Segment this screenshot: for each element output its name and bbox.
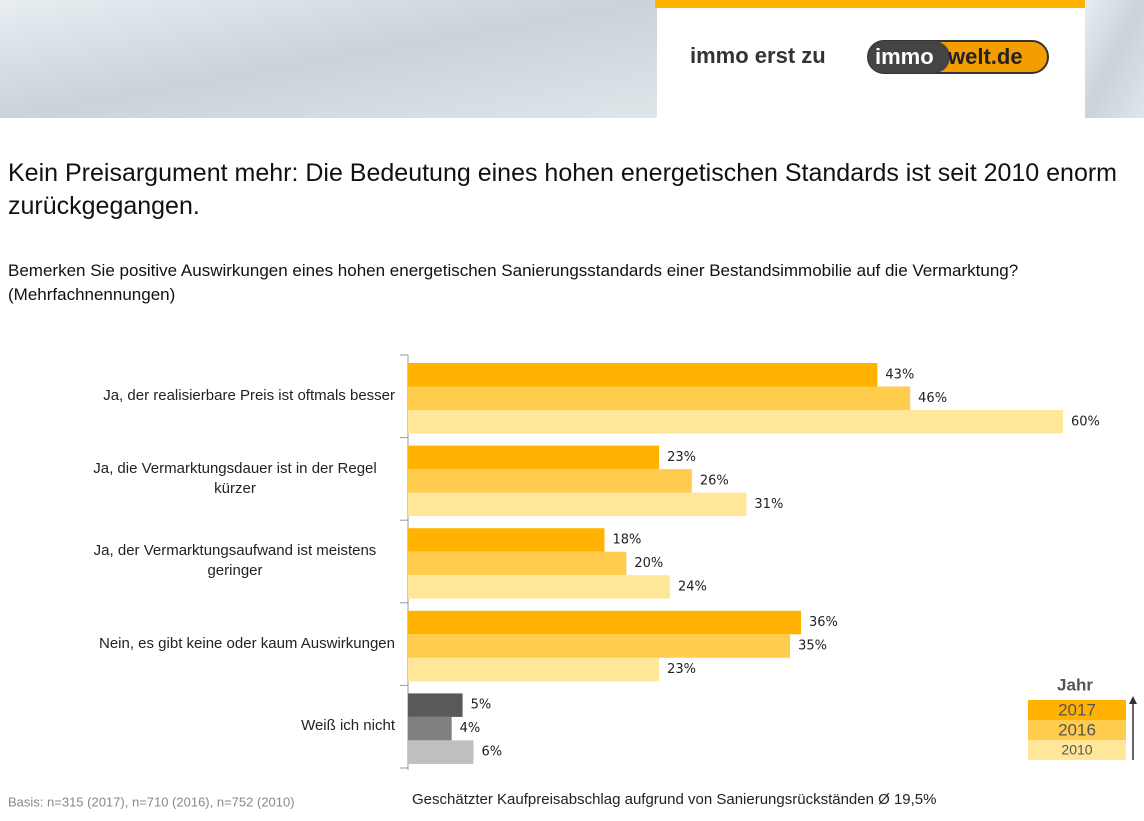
- header-image: [0, 0, 657, 118]
- bar: [408, 528, 605, 552]
- bar: [408, 445, 660, 470]
- bar: [408, 469, 692, 493]
- category-label: Weiß ich nicht: [301, 685, 395, 767]
- footnote: Basis: n=315 (2017), n=710 (2016), n=752…: [8, 794, 295, 809]
- bar: [408, 386, 911, 410]
- value-label: 4%: [460, 721, 481, 736]
- bar: [408, 492, 747, 517]
- category-label: Ja, die Vermarktungsdauer ist in der Reg…: [75, 438, 395, 520]
- category-label: Ja, der Vermarktungsaufwand ist meistens…: [75, 520, 395, 602]
- bar: [408, 716, 452, 741]
- category-text: Ja, der realisierbare Preis ist oftmals …: [103, 387, 395, 404]
- category-text: Ja, die Vermarktungsdauer ist in der Reg…: [93, 459, 377, 497]
- logo: immo: [875, 44, 934, 69]
- logo: welt.de: [947, 44, 1023, 69]
- header-bar: [655, 0, 1085, 8]
- category-label: Ja, der realisierbare Preis ist oftmals …: [103, 355, 395, 437]
- chart-subtitle: Bemerken Sie positive Auswirkungen eines…: [8, 261, 1019, 304]
- annotation: Geschätzter Kaufpreisabschlag aufgrund v…: [412, 791, 937, 808]
- bar: [408, 634, 791, 658]
- legend-arrow: [1129, 696, 1137, 704]
- value-label: 31%: [754, 497, 783, 512]
- bar: [408, 575, 670, 599]
- logo-pill: [868, 41, 950, 73]
- value-label: 23%: [667, 450, 696, 465]
- bar: [408, 610, 801, 635]
- bar: [408, 551, 627, 576]
- bar: [408, 363, 878, 387]
- value-label: 35%: [798, 639, 827, 654]
- bar: [408, 693, 463, 717]
- value-label: 26%: [700, 473, 729, 488]
- legend-label: 2016: [1058, 720, 1096, 739]
- value-label: 46%: [918, 391, 947, 406]
- category-label: Nein, es gibt keine oder kaum Auswirkung…: [99, 603, 395, 685]
- legend-swatch: [1028, 740, 1126, 760]
- value-label: 20%: [634, 556, 663, 571]
- legend-swatch: [1028, 720, 1126, 740]
- value-label: 23%: [667, 662, 696, 677]
- category-text: Ja, der Vermarktungsaufwand ist meistens…: [93, 542, 377, 580]
- value-label: 24%: [678, 579, 707, 594]
- legend-label: 2010: [1061, 742, 1092, 758]
- legend-label: 2017: [1058, 700, 1096, 719]
- slogan: immo erst zu: [690, 43, 826, 68]
- value-label: 5%: [471, 698, 492, 713]
- legend-title: Jahr: [1057, 675, 1093, 694]
- bar: [408, 657, 660, 682]
- category-text: Weiß ich nicht: [301, 717, 395, 735]
- bar: [408, 740, 474, 764]
- chart-title: Kein Preisargument mehr: Die Bedeutung e…: [8, 159, 1118, 220]
- value-label: 43%: [885, 367, 914, 382]
- header-image: [1085, 0, 1144, 118]
- value-label: 18%: [613, 532, 642, 547]
- bar: [408, 410, 1063, 434]
- value-label: 6%: [482, 745, 503, 760]
- value-label: 36%: [809, 615, 838, 630]
- legend-swatch: [1028, 700, 1126, 720]
- category-text: Nein, es gibt keine oder kaum Auswirkung…: [98, 634, 395, 652]
- value-label: 60%: [1071, 414, 1100, 429]
